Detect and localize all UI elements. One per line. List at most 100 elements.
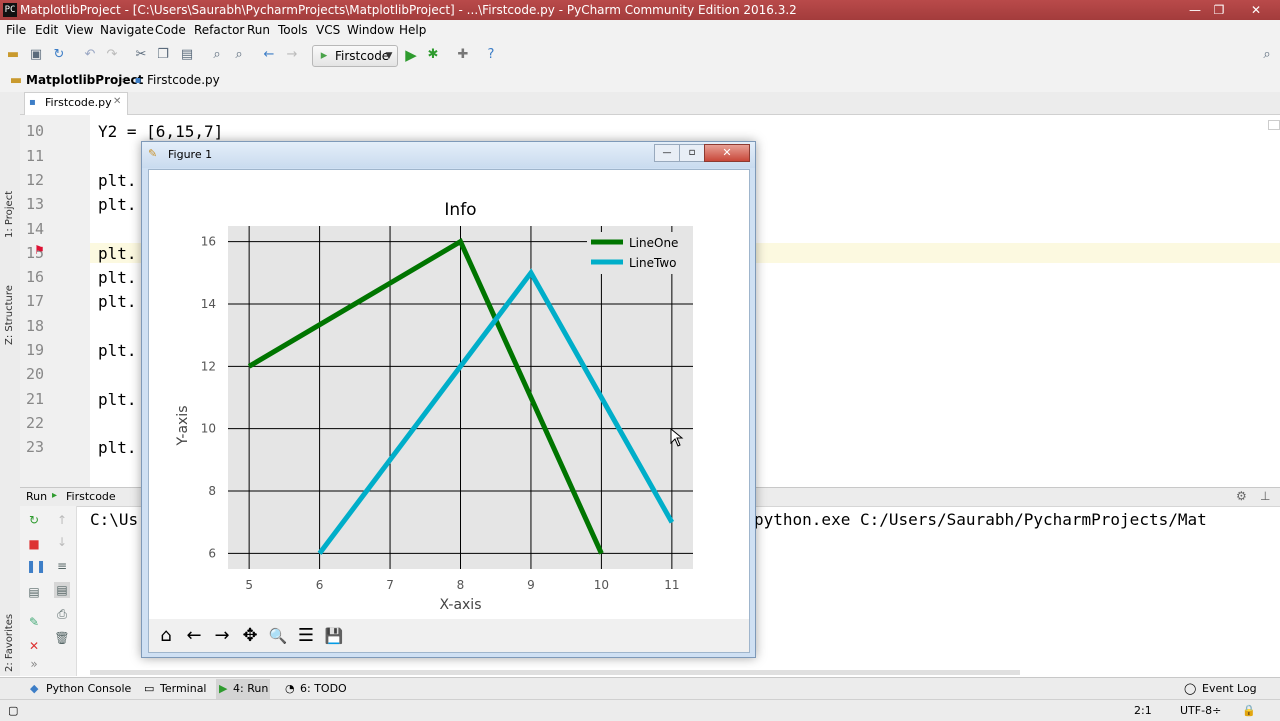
zoom-icon[interactable]: 🔍 [268, 627, 288, 645]
expand-icon[interactable]: » [30, 657, 38, 671]
pin-icon[interactable]: ✎ [28, 615, 40, 629]
pause-icon[interactable]: ❚❚ [26, 559, 47, 573]
breadcrumb-file[interactable]: Firstcode.py [147, 73, 220, 87]
menu-tools[interactable]: Tools [278, 23, 308, 37]
horizontal-scrollbar[interactable] [90, 670, 1020, 675]
close-icon[interactable]: ✕ [28, 639, 40, 653]
line-number: 13 [26, 195, 45, 213]
event-log-icon: ◯ [1184, 682, 1197, 695]
mouse-cursor-icon [670, 428, 684, 447]
tab-terminal[interactable]: Terminal [160, 682, 207, 695]
rerun-icon[interactable]: ↻ [28, 513, 40, 527]
scroll-to-end-icon[interactable]: ▤ [54, 582, 70, 598]
tab-todo[interactable]: 6: TODO [300, 682, 347, 695]
menu-file[interactable]: File [6, 23, 27, 37]
stop-icon[interactable]: ■ [28, 537, 40, 551]
cut-icon[interactable]: ✂ [135, 47, 147, 62]
print-icon[interactable]: ⎙ [57, 607, 67, 621]
figure-restore-button[interactable]: ▫ [679, 144, 705, 162]
run-config-tab[interactable]: Firstcode [66, 490, 116, 503]
menu-code[interactable]: Code [155, 23, 186, 37]
open-folder-icon[interactable]: ▬ [6, 47, 20, 62]
breadcrumb-project[interactable]: MatplotlibProject [26, 73, 144, 87]
code-line[interactable]: plt. [98, 341, 137, 360]
hide-panel-icon[interactable]: ⊥ [1260, 489, 1271, 503]
tab-event-log[interactable]: Event Log [1202, 682, 1257, 695]
minimize-button[interactable]: — [1189, 3, 1201, 17]
tab-run[interactable]: 4: Run [233, 682, 269, 695]
settings-icon[interactable]: ✚ [457, 47, 469, 62]
project-tool-tab[interactable]: 1: Project [4, 190, 15, 238]
code-line[interactable]: Y2 = [6,15,7] [98, 122, 224, 141]
menu-run[interactable]: Run [247, 23, 271, 37]
menu-navigate[interactable]: Navigate [100, 23, 154, 37]
y-tick-label: 16 [201, 235, 216, 249]
tab-firstcode[interactable]: ▪ Firstcode.py ✕ [24, 92, 128, 115]
back-icon[interactable]: ← [186, 625, 202, 646]
code-line[interactable]: plt. [98, 268, 137, 287]
menu-refactor[interactable]: Refactor [194, 23, 245, 37]
menu-window[interactable]: Window [347, 23, 395, 37]
figure-close-button[interactable]: ✕ [704, 144, 750, 162]
search-icon[interactable]: ⌕ [1263, 47, 1271, 62]
line-number: 19 [26, 341, 45, 359]
menu-help[interactable]: Help [399, 23, 427, 37]
figure-minimize-button[interactable]: — [654, 144, 680, 162]
redo-icon[interactable]: ↷ [106, 47, 118, 62]
pan-icon[interactable]: ✥ [242, 625, 258, 646]
code-line[interactable]: plt. [98, 171, 137, 190]
y-tick-label: 14 [201, 297, 216, 311]
layout-toggle-icon[interactable]: ▢ [8, 704, 19, 717]
code-line[interactable]: plt. [98, 438, 137, 457]
chevron-down-icon: ▼ [385, 51, 393, 61]
menu-vcs[interactable]: VCS [316, 23, 341, 37]
line-number: 17 [26, 292, 45, 310]
home-icon[interactable]: ⌂ [160, 625, 172, 646]
file-encoding[interactable]: UTF-8÷ [1180, 704, 1222, 717]
breakpoint-marker-icon[interactable]: ⚑ [34, 243, 45, 257]
debug-icon[interactable]: ✱ [427, 47, 439, 62]
line-number: 10 [26, 122, 45, 140]
forward-icon[interactable]: → [286, 47, 298, 62]
run-config-select[interactable]: ▸ Firstcode ▼ [312, 45, 398, 67]
menu-view[interactable]: View [65, 23, 94, 37]
console-output-left: C:\Us [90, 510, 139, 529]
scroll-down-icon[interactable]: ↓ [56, 535, 68, 549]
copy-icon[interactable]: ❐ [157, 47, 169, 62]
paste-icon[interactable]: ▤ [180, 47, 194, 62]
soft-wrap-icon[interactable]: ≡ [56, 559, 68, 573]
save-all-icon[interactable]: ▣ [29, 47, 43, 62]
save-icon[interactable]: 💾 [324, 627, 344, 645]
data-point [671, 521, 673, 523]
favorites-tool-tab[interactable]: 2: Favorites [4, 613, 15, 672]
close-button[interactable]: ✕ [1250, 3, 1262, 17]
figure-toolbar: ⌂ ← → ✥ 🔍 ☰ 💾 [149, 619, 749, 652]
configure-subplots-icon[interactable]: ☰ [297, 625, 315, 646]
code-line[interactable]: plt. [98, 195, 137, 214]
restore-layout-icon[interactable]: ▤ [28, 585, 40, 599]
run-icon[interactable]: ▶ [405, 46, 417, 64]
gear-icon[interactable]: ⚙ [1236, 489, 1247, 503]
synchronize-icon[interactable]: ↻ [53, 47, 65, 62]
code-line[interactable]: plt. [98, 390, 137, 409]
help-icon[interactable]: ? [487, 47, 495, 62]
close-tab-icon[interactable]: ✕ [113, 96, 122, 107]
scroll-up-icon[interactable]: ↑ [56, 513, 68, 527]
undo-icon[interactable]: ↶ [84, 47, 96, 62]
replace-icon[interactable]: ⌕ [235, 47, 243, 62]
figure-title-bar[interactable]: ✎ Figure 1 — ▫ ✕ [142, 142, 755, 168]
lock-icon[interactable]: 🔒 [1242, 704, 1256, 717]
code-line[interactable]: plt. [98, 244, 137, 263]
code-line[interactable]: plt. [98, 292, 137, 311]
forward-icon[interactable]: → [214, 625, 230, 646]
scroll-marker[interactable] [1268, 120, 1280, 130]
structure-tool-tab[interactable]: Z: Structure [4, 285, 15, 345]
back-icon[interactable]: ← [263, 47, 275, 62]
tab-python-console[interactable]: Python Console [46, 682, 132, 695]
breadcrumb-separator: › [120, 73, 125, 87]
find-icon[interactable]: ⌕ [213, 47, 221, 62]
clear-all-icon[interactable]: 🗑 [54, 631, 70, 645]
caret-position[interactable]: 2:1 [1134, 704, 1152, 717]
restore-button[interactable]: ❐ [1213, 3, 1225, 17]
menu-edit[interactable]: Edit [35, 23, 59, 37]
